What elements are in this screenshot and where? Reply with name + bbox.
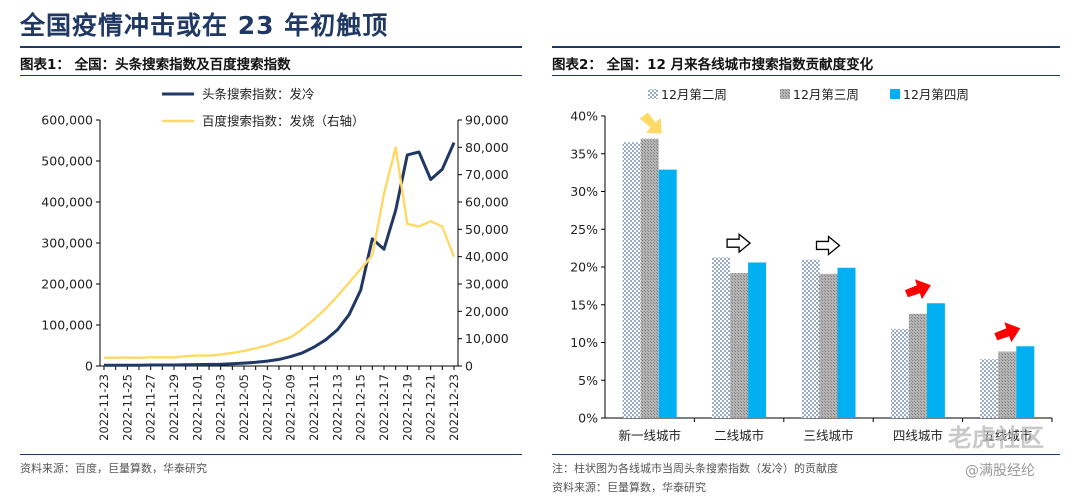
left-title-rule [20,75,522,76]
chart2-y-tick-label: 10% [570,335,598,350]
chart1-x-tick-label: 2022-12-13 [330,374,344,441]
chart2-bar [1016,346,1035,418]
chart1-left-tick-label: 200,000 [41,277,93,292]
right-top-rule [552,46,1060,48]
chart2-bar [837,267,856,418]
chart1-left-tick-label: 300,000 [41,236,93,251]
left-bottom-rule [20,454,522,455]
chart1-x-tick-label: 2022-12-19 [400,374,414,441]
chart2-legend-label: 12月第三周 [793,87,859,102]
chart1-right-tick-label: 80,000 [465,140,509,155]
chart2-arrow-flat [815,235,841,256]
chart2-y-tick-label: 5% [578,373,598,388]
chart1-title: 图表1： 全国：头条搜索指数及百度搜索指数 [20,57,291,73]
chart2-note: 注：柱状图为各线城市当周头条搜索指数（发冷）的贡献度 [552,462,838,475]
right-bottom-rule [552,454,1060,455]
chart2-arrow-flat [726,232,752,254]
page-title: 全国疫情冲击或在 23 年初触顶 [20,11,389,40]
chart1-right-tick-label: 10,000 [465,331,509,346]
chart2-bar [890,328,909,418]
chart1-left-tick-label: 500,000 [41,154,93,169]
chart2-bar [998,351,1017,418]
chart1-left-tick-label: 400,000 [41,195,93,210]
chart2-bar [748,262,767,418]
chart2-y-tick-label: 0% [578,411,598,426]
chart2-category-label: 五线城市 [982,428,1032,443]
chart2-bar [712,257,731,418]
chart2-legend-label: 12月第二周 [661,87,727,102]
chart1-x-tick-label: 2022-12-03 [214,374,228,441]
chart2-y-tick-label: 30% [570,184,598,199]
chart2-bar [980,359,999,418]
chart2-bar [801,259,820,418]
chart1-x-tick-label: 2022-12-15 [354,374,368,441]
chart2-bar [819,273,838,418]
chart2-y-tick-label: 40% [570,109,598,124]
chart2-category-label: 四线城市 [893,428,943,443]
chart2-bar [926,303,945,418]
chart1-right-tick-label: 50,000 [465,222,509,237]
chart1-x-tick-label: 2022-12-09 [284,374,298,441]
chart1-right-tick-label: 0 [465,359,473,374]
chart1-left-tick-label: 0 [85,359,93,374]
chart2-y-tick-label: 15% [570,297,598,312]
chart2-bar [622,142,641,419]
chart1-right-tick-label: 60,000 [465,195,509,210]
chart1-right-tick-label: 30,000 [465,277,509,292]
chart1-x-tick-label: 2022-11-25 [120,374,134,441]
chart2-y-tick-label: 25% [570,222,598,237]
chart1-x-tick-label: 2022-12-07 [260,374,274,441]
chart1-x-tick-label: 2022-12-01 [190,374,204,441]
chart1-x-tick-label: 2022-11-27 [144,374,158,441]
chart2-legend-swatch [648,89,658,99]
chart1-left-tick-label: 600,000 [41,113,93,128]
chart2-title: 图表2： 全国：12 月来各线城市搜索指数贡献度变化 [552,57,874,73]
chart1-x-tick-label: 2022-12-17 [377,374,391,441]
right-title-rule [552,75,1060,76]
chart1-right-tick-label: 20,000 [465,304,509,319]
chart1-legend-label: 百度搜索指数：发烧（右轴） [202,114,365,129]
chart1-left-tick-label: 100,000 [41,318,93,333]
chart1-source: 资料来源：百度，巨量算数，华泰研究 [20,462,207,475]
chart2-bar [658,169,677,418]
chart2-bar-chart: 0% 5% 10% 15% 20% 25% 30% 35% 40% 新一线城市 二线城市 三线城市 四线… [570,87,1053,443]
chart2-arrow-down [639,112,662,134]
chart2-y-tick-label: 35% [570,146,598,161]
chart2-bar [908,313,927,418]
chart1-series-baidu-line [104,146,456,359]
chart1-x-tick-label: 2022-12-11 [307,374,321,441]
chart1-legend-label: 头条搜索指数：发冷 [202,87,315,102]
watermark-main: 老虎社区 [948,424,1044,452]
chart2-source: 资料来源：巨量算数，华泰研究 [552,481,706,494]
chart2-bar [730,273,749,418]
chart1-right-tick-label: 90,000 [465,113,509,128]
chart2-arrow-up [904,279,931,300]
chart2-category-label: 二线城市 [714,428,764,443]
chart2-category-label: 三线城市 [803,428,853,443]
watermark-handle: @满股经纶 [965,463,1035,479]
chart2-legend-swatch [890,89,900,99]
chart2-arrow-up [994,322,1021,343]
chart2-y-tick-label: 20% [570,260,598,275]
chart1-x-tick-label: 2022-12-23 [447,374,461,441]
chart2-legend-swatch [780,89,790,99]
chart2-category-label: 新一线城市 [618,428,681,443]
chart1-x-tick-label: 2022-12-05 [237,374,251,441]
chart1-line-chart: 0 100,000 200,000 300,000 400,000 500,000 600,… [41,87,509,441]
chart1-series-toutiao-line [104,141,456,367]
chart1-right-tick-label: 70,000 [465,167,509,182]
chart2-legend-label: 12月第四周 [903,87,969,102]
chart1-x-tick-label: 2022-12-21 [424,374,438,441]
chart1-right-tick-label: 40,000 [465,249,509,264]
chart1-x-tick-label: 2022-11-23 [97,374,111,441]
chart2-bar [640,138,659,418]
left-top-rule [20,46,522,48]
chart1-x-tick-label: 2022-11-29 [167,374,181,441]
